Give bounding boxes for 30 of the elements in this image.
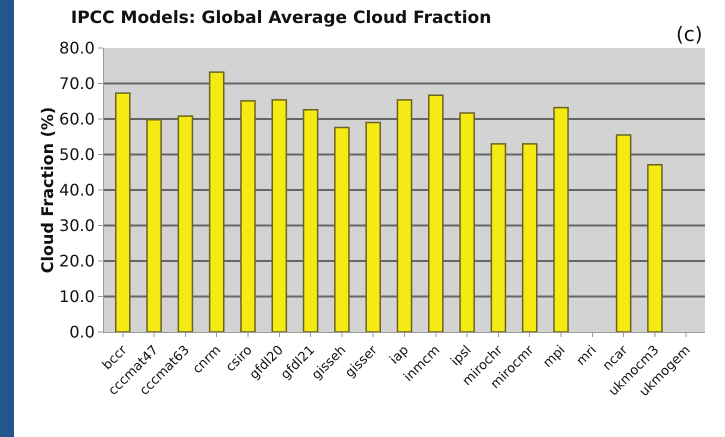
- y-axis-title: Cloud Fraction (%): [38, 106, 58, 274]
- bar: [396, 99, 412, 332]
- bar: [208, 71, 224, 332]
- bar: [616, 134, 632, 332]
- y-tick-label: 20.0: [59, 252, 95, 271]
- bar: [647, 164, 663, 332]
- y-tick-label: 0.0: [69, 322, 95, 342]
- bar: [428, 94, 444, 332]
- y-tick-label: 50.0: [59, 145, 95, 164]
- y-tick-label: 80.0: [59, 38, 95, 58]
- bar: [272, 99, 288, 332]
- y-tick-label: 70.0: [59, 74, 95, 94]
- bar: [459, 112, 475, 332]
- y-tick-label: 10.0: [59, 287, 95, 306]
- bar: [490, 143, 506, 332]
- y-tick-label: 30.0: [59, 216, 95, 236]
- chart-title: IPCC Models: Global Average Cloud Fraction: [70, 8, 492, 28]
- bar: [146, 118, 162, 332]
- y-tick-label: 40.0: [59, 180, 95, 200]
- bar: [302, 109, 318, 332]
- bar: [114, 92, 131, 332]
- bar: [178, 115, 194, 332]
- bar: [334, 126, 350, 332]
- bar: [365, 122, 381, 332]
- bar: [553, 106, 569, 332]
- bar: [522, 143, 538, 332]
- bar: [240, 100, 256, 332]
- y-tick-label: 60.0: [59, 110, 95, 129]
- text: (c): [676, 22, 703, 46]
- x-tick-label: mri: [574, 342, 600, 369]
